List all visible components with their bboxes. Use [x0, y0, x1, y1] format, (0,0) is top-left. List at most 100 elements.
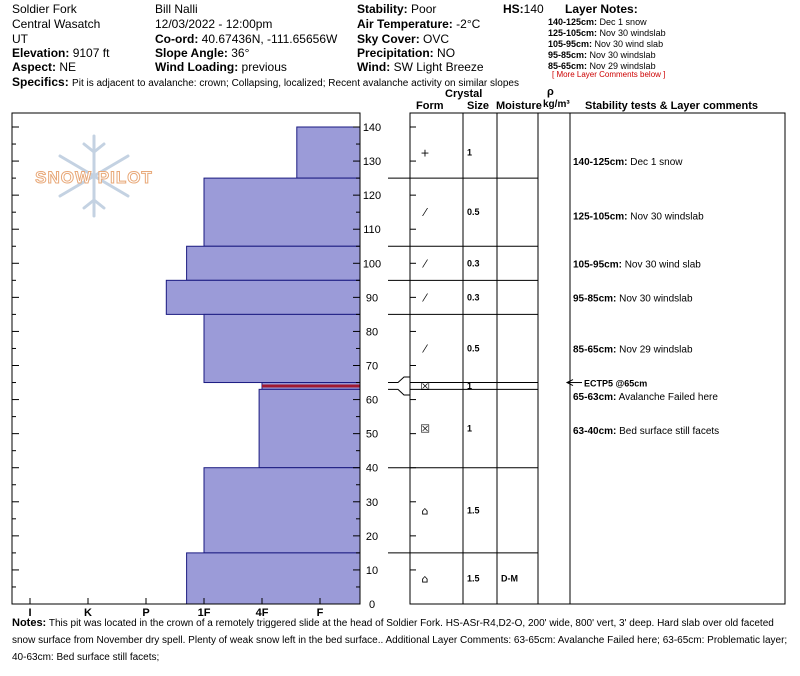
size-header: Size [467, 100, 490, 112]
layer-note-item: 95-85cm: Nov 30 windslab [548, 50, 656, 60]
state: UT [12, 32, 28, 46]
hardness-plot-frame [11, 112, 361, 605]
aspect-value: NE [59, 60, 77, 74]
layer-comment: 140-125cm: Dec 1 snow [573, 157, 683, 168]
form-header: Form [416, 100, 444, 112]
grain-form-symbol: ⌂ [422, 504, 429, 517]
layer-comment-range: 85-65cm: [573, 344, 616, 355]
slope-label: Slope Angle: [155, 46, 228, 60]
grain-form-symbol: ⁄ [421, 206, 428, 219]
notes: Notes: This pit was located in the crown… [12, 615, 790, 666]
x-tick-label: 1F [198, 607, 211, 619]
y-tick-label: 0 [369, 599, 375, 611]
sky-label: Sky Cover: [357, 32, 420, 46]
y-tick-label: 120 [363, 190, 381, 202]
layer-comment-range: 65-63cm: [573, 392, 616, 403]
location: Soldier Fork [12, 2, 77, 16]
stability-label: Stability: [357, 2, 408, 16]
y-tick-label: 40 [366, 463, 378, 475]
layer-comment-range: 63-40cm: [573, 426, 616, 437]
layer-note-text: Dec 1 snow [597, 17, 647, 27]
layer-comment: 65-63cm: Avalanche Failed here [573, 392, 718, 403]
boundary-connector [388, 376, 410, 384]
layer-comment-text: Nov 30 wind slab [622, 259, 701, 270]
x-tick-label: I [28, 607, 31, 619]
wind: Wind: SW Light Breeze [357, 60, 484, 74]
grain-size: 0.5 [467, 207, 480, 217]
slope-angle: Slope Angle: 36° [155, 46, 249, 60]
grain-size: 0.3 [467, 292, 480, 302]
layer-note-item: 125-105cm: Nov 30 windslab [548, 28, 666, 38]
layer-note-range: 95-85cm: [548, 50, 588, 60]
boundary-connector [388, 388, 410, 396]
logo-text: SNOW PILOT [35, 168, 153, 187]
aspect: Aspect: NE [12, 60, 76, 74]
rho-header: ρ [547, 86, 554, 98]
datetime: 12/03/2022 - 12:00pm [155, 17, 273, 31]
grain-form-symbol: ⁄ [421, 257, 428, 270]
y-tick-label: 10 [366, 565, 378, 577]
layer-comment-text: Bed surface still facets [616, 426, 719, 437]
layer-note-text: Nov 29 windslab [587, 61, 656, 71]
specifics: Specifics: Pit is adjacent to avalanche:… [12, 75, 519, 89]
grain-size: 1.5 [467, 573, 480, 583]
specifics-label: Specifics: [12, 75, 69, 89]
x-tick-label: P [142, 607, 149, 619]
hardness-bars [165, 126, 361, 605]
grain-form-symbol: ⁄ [421, 291, 428, 304]
notes-text: This pit was located in the crown of a r… [12, 618, 788, 663]
air-temperature: Air Temperature: -2°C [357, 17, 480, 31]
air-temp-value: -2°C [456, 17, 481, 31]
layer-comment-text: Nov 29 windslab [616, 344, 693, 355]
layer-comment: 95-85cm: Nov 30 windslab [573, 293, 693, 304]
elevation-label: Elevation: [12, 46, 70, 60]
arrow-head-icon [565, 379, 574, 386]
hs-value: 140 [523, 2, 544, 16]
layer-comment-range: 95-85cm: [573, 293, 616, 304]
layer-note-text: Nov 30 wind slab [592, 39, 664, 49]
grain-size: 1 [467, 424, 472, 434]
y-axis: 0 10 20 30 40 50 60 70 80 90 100 110 120 130 140 [12, 122, 416, 611]
layer-note-text: Nov 30 windslab [597, 28, 666, 38]
layer-comment-range: 105-95cm: [573, 259, 622, 270]
precip-value: NO [437, 46, 456, 60]
hardness-bar [203, 313, 361, 384]
stability-test: ECTP5 @65cm [584, 379, 647, 389]
y-tick-label: 140 [363, 122, 381, 134]
layer-comment-text: Dec 1 snow [627, 157, 683, 168]
layer-note-range: 140-125cm: [548, 17, 598, 27]
wind-loading-value: previous [241, 60, 287, 74]
layer-note-item: 85-65cm: Nov 29 windslab [548, 61, 656, 71]
observer: Bill Nalli [155, 2, 198, 16]
elevation: Elevation: 9107 ft [12, 46, 109, 60]
stability: Stability: Poor [357, 2, 436, 16]
y-tick-label: 90 [366, 292, 378, 304]
hardness-bar [165, 279, 361, 315]
layer-note-text: Nov 30 windslab [587, 50, 656, 60]
layer-comments: 140-125cm: Dec 1 snow 125-105cm: Nov 30 w… [565, 157, 719, 437]
table-frame [409, 112, 786, 605]
stability-header: Stability tests & Layer comments [585, 100, 759, 112]
coord: Co-ord: 40.67436N, -111.65656W [155, 32, 337, 46]
layer-comment-text: Nov 30 windslab [616, 293, 693, 304]
layer-comment-text: Avalanche Failed here [616, 392, 718, 403]
layer-note-range: 85-65cm: [548, 61, 588, 71]
y-tick-label: 110 [363, 224, 381, 236]
x-tick-label: K [84, 607, 92, 619]
hardness-bar [203, 177, 361, 247]
y-tick-label: 80 [366, 326, 378, 338]
hardness-bar [296, 126, 361, 179]
wind-value: SW Light Breeze [393, 60, 484, 74]
layer-note-range: 105-95cm: [548, 39, 593, 49]
layer-note-item: 105-95cm: Nov 30 wind slab [548, 39, 663, 49]
air-temp-label: Air Temperature: [357, 17, 453, 31]
layer-note-item: 140-125cm: Dec 1 snow [548, 17, 647, 27]
layer-notes-title: Layer Notes: [565, 2, 638, 16]
more-layer-comments: [ More Layer Comments below ] [552, 70, 666, 79]
hs-label: HS: [503, 2, 524, 16]
y-tick-label: 70 [366, 361, 378, 373]
grain-form-symbol: ⁄ [421, 342, 428, 355]
elevation-value: 9107 ft [72, 46, 110, 60]
sky-value: OVC [423, 32, 450, 46]
hardness-bar [203, 467, 361, 554]
